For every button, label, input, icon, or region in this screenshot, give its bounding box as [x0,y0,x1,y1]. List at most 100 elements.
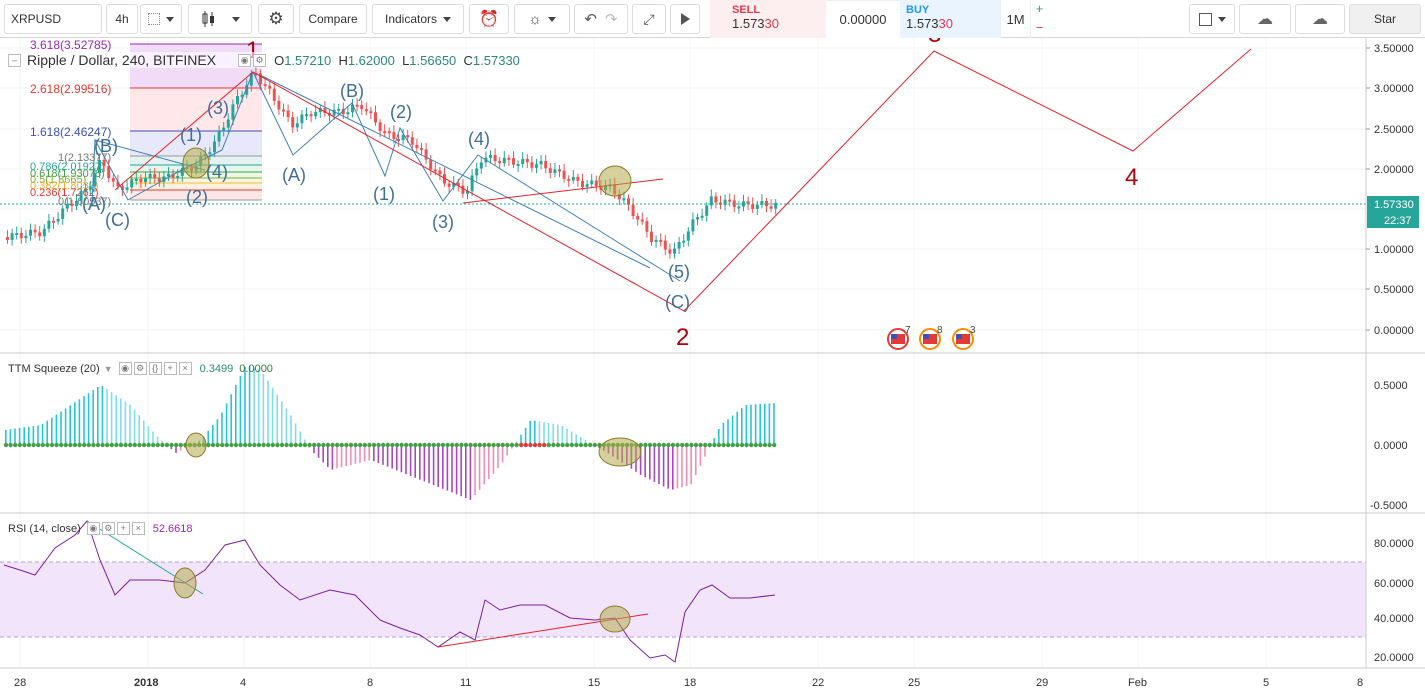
ttm-bar [754,404,757,445]
fullscreen-button[interactable]: ⤢ [632,4,666,34]
candle [364,109,368,112]
redo-icon[interactable]: ↷ [605,11,618,28]
ttm-bar [570,431,573,445]
ttm-bar [230,394,232,445]
candle [723,199,727,205]
gear-icon: ⚙ [268,9,284,28]
close-icon[interactable]: × [178,362,192,375]
gear-icon[interactable]: ⚙ [133,362,147,375]
wave-label: (A) [82,194,106,214]
highlight-ellipses[interactable] [182,147,632,197]
layout-button[interactable] [1189,4,1235,34]
candle [659,239,663,242]
quantity-plus-button[interactable]: + [1035,1,1044,16]
squeeze-dot [302,442,308,448]
wave-label: (4) [468,129,490,149]
squeeze-dot [72,442,78,448]
ttm-bar [14,428,16,445]
squeeze-dot [758,442,763,448]
highlight-ellipses[interactable] [173,567,631,633]
interval-text: 4h [115,12,129,26]
time-tick: 5 [1263,677,1269,689]
quantity-minus-button[interactable]: − [1035,20,1044,35]
candle [516,163,520,166]
ttm-bar [350,445,352,465]
highlight-ellipses[interactable] [185,432,642,467]
load-layout-button[interactable]: ☁ [1239,4,1291,34]
gear-icon[interactable]: ⚙ [101,522,115,535]
candle [314,111,318,117]
rsi-title[interactable]: RSI (14, close) [8,522,81,535]
series-title[interactable]: Ripple / Dollar, 240, BITFINEX [27,52,217,68]
chart-type-button[interactable] [188,4,252,34]
time-axis[interactable]: 28 2018 4 8 11 15 18 22 25 29 Feb 5 8 [14,677,1363,689]
gear-icon[interactable]: ⚙ [253,53,267,67]
squeeze-dot [3,442,9,448]
sell-label: SELL [732,4,761,16]
price-tick: 0.00000 [1374,325,1414,337]
ttm-bar [212,425,214,445]
candle [332,109,336,116]
squeeze-dot [100,442,105,448]
symbol-search-input[interactable]: XRPUSD [4,4,102,34]
quantity-field[interactable]: 1M [1000,0,1030,38]
candle [130,179,134,188]
eye-icon[interactable]: ◉ [238,53,252,67]
ttm-bar [465,445,467,498]
alert-button[interactable]: ⏰ [469,4,509,34]
buy-button[interactable]: BUY 1.57330 [900,0,1000,38]
eye-icon[interactable]: ◉ [118,362,132,375]
squeeze-dot [91,442,96,448]
ttm-bar [543,422,545,445]
ttm-bar [244,366,246,445]
undo-icon[interactable]: ↶ [584,11,597,28]
star-button[interactable]: Star [1349,4,1421,34]
squeeze-dot [252,442,257,448]
plus-icon[interactable]: + [116,522,130,535]
chevron-down-icon[interactable]: ▼ [103,363,113,374]
quote-panel: SELL 1.57330 0.00000 BUY 1.57330 1M + − [710,0,1048,38]
squeeze-dot [698,442,703,448]
close-icon[interactable]: × [131,522,145,535]
ttm-bar [745,404,748,445]
candle [420,148,423,151]
save-layout-button[interactable]: ☁ [1295,4,1345,34]
candle [180,167,184,176]
candle [259,73,262,85]
squeeze-dot [344,442,349,448]
indicators-button[interactable]: Indicators [372,4,464,34]
economic-events[interactable]: 7 8 3 [887,325,976,350]
candle [144,178,147,183]
candle [217,131,221,142]
source-icon[interactable]: {} [148,362,162,375]
chart-area[interactable]: 3.618(3.52785) 2.618(2.99516) 1.618(2.46… [0,38,1425,695]
interval-dropdown[interactable] [140,4,182,34]
eye-icon[interactable]: ◉ [86,522,100,535]
ttm-bar [584,439,587,445]
ttm-bar [552,423,554,445]
plus-icon[interactable]: + [163,362,177,375]
interval-button[interactable]: 4h [106,4,138,34]
templates-button[interactable]: ☼ [514,4,570,34]
squeeze-dot [335,442,340,448]
squeeze-dot [36,442,41,448]
compare-button[interactable]: Compare [299,4,367,34]
ttm-bar [368,445,370,461]
settings-button[interactable]: ⚙ [258,4,294,34]
squeeze-dot [348,442,354,448]
wave-label-main: 4 [1125,164,1138,191]
squeeze-dot [95,442,101,448]
candle [682,240,686,243]
ttm-bar [672,445,674,490]
rsi-band [0,562,1366,637]
collapse-icon[interactable]: – [8,53,21,67]
candle [392,132,396,139]
ttm-bar [488,445,490,479]
replay-button[interactable] [670,4,700,34]
candle [438,170,442,175]
fib-label: 2.618(2.99516) [30,82,111,96]
ttm-title[interactable]: TTM Squeeze (20) [8,362,100,375]
price-axis[interactable]: 3.50000 3.00000 2.50000 2.00000 1.00000 … [1365,38,1419,668]
candle [337,108,341,111]
sell-button[interactable]: SELL 1.57330 [710,0,826,38]
